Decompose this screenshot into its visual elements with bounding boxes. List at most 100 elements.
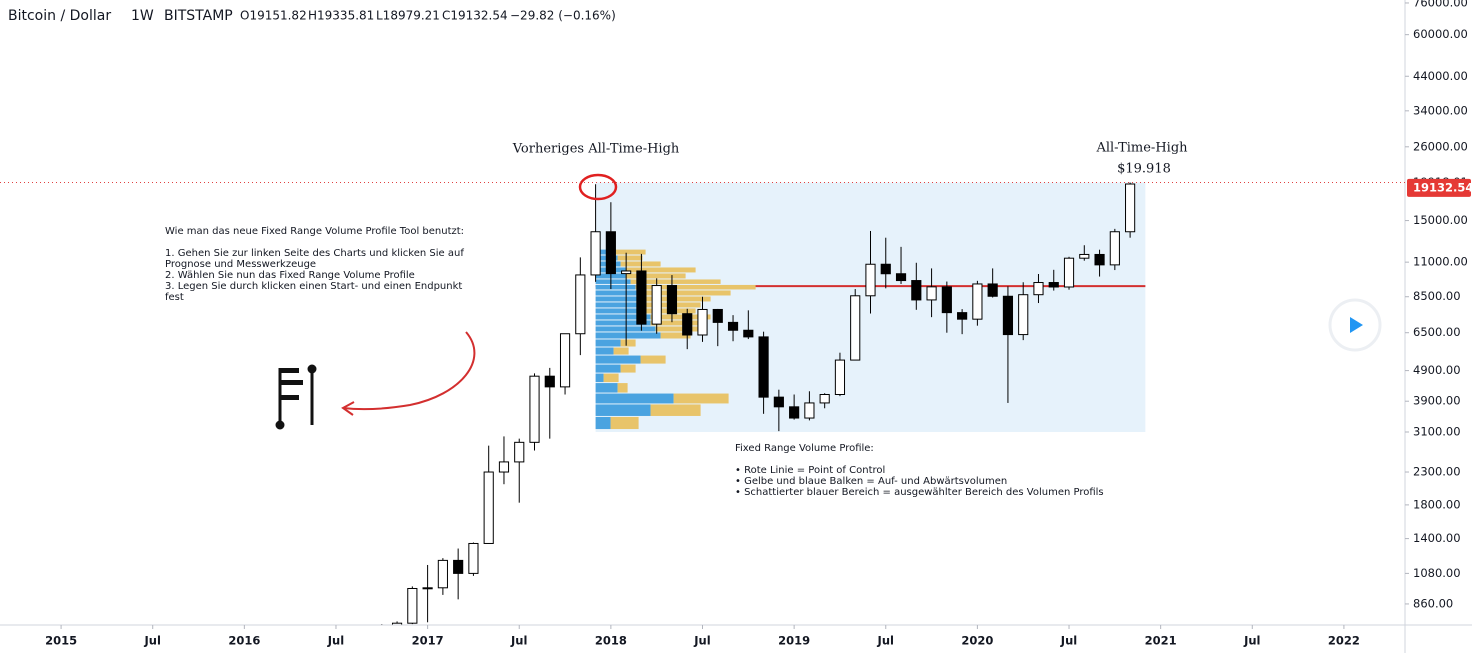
candle-body <box>850 295 861 361</box>
candle-body <box>804 402 815 419</box>
volume-up-bar <box>617 255 643 261</box>
candle-body <box>834 359 846 396</box>
x-tick-label: 2020 <box>961 634 993 648</box>
volume-up-bar <box>625 267 696 273</box>
candle-body <box>987 283 998 297</box>
tool-icon <box>275 364 317 430</box>
candle-body <box>712 308 723 323</box>
candle-body <box>1018 294 1029 336</box>
candle-body <box>651 285 662 325</box>
play-button[interactable] <box>1328 298 1382 352</box>
volume-down-bar <box>595 416 611 430</box>
volume-up-bar <box>613 347 629 355</box>
volume-down-bar <box>595 296 641 302</box>
candle-body <box>422 587 433 590</box>
volume-down-bar <box>595 404 651 416</box>
y-tick-label: 1080.00 <box>1413 566 1461 580</box>
candle-body <box>407 587 418 624</box>
candle-body <box>1033 282 1044 296</box>
volume-down-bar <box>595 373 604 383</box>
x-tick-label: 2017 <box>412 634 444 648</box>
candle-body <box>1048 282 1059 288</box>
volume-up-bar <box>640 355 666 364</box>
x-tick-label: Jul <box>1243 634 1260 648</box>
ath-title: All-Time-High <box>1095 141 1188 156</box>
volume-down-bar <box>595 347 614 355</box>
volume-down-bar <box>595 332 661 339</box>
volume-up-bar <box>620 364 636 373</box>
volume-down-bar <box>595 364 621 373</box>
y-tick-label: 60000.00 <box>1413 27 1468 41</box>
candle-body <box>880 263 891 275</box>
candle-body <box>453 559 464 574</box>
instruction-line: 1. Gehen Sie zur linken Seite des Charts… <box>165 248 464 259</box>
candle-body <box>437 559 448 589</box>
volume-up-bar <box>610 416 639 430</box>
candle-body <box>559 333 571 388</box>
volume-down-bar <box>595 339 621 347</box>
note-line: • Rote Linie = Point of Control <box>735 465 885 476</box>
y-tick-label: 3100.00 <box>1413 424 1461 438</box>
open-value: O19151.82 <box>240 9 307 23</box>
y-tick-label: 34000.00 <box>1413 103 1468 117</box>
volume-down-bar <box>595 279 631 284</box>
candle-body <box>941 286 952 314</box>
y-tick-label: 8500.00 <box>1413 289 1461 303</box>
volume-up-bar <box>650 404 701 416</box>
candle-body <box>758 336 769 398</box>
y-tick-label: 4900.00 <box>1413 363 1461 377</box>
candle-body <box>575 274 586 335</box>
interval: 1W <box>131 8 154 24</box>
volume-down-bar <box>595 284 636 290</box>
volume-up-bar <box>615 249 646 255</box>
volume-up-bar <box>650 320 701 326</box>
arrow <box>342 331 476 411</box>
last-price-label: 19132.54 <box>1413 180 1472 194</box>
x-tick-label: 2021 <box>1145 634 1177 648</box>
instruction-line: Prognose und Messwerkzeuge <box>165 259 316 270</box>
candle-body <box>1109 231 1120 266</box>
y-tick-label: 26000.00 <box>1413 139 1468 153</box>
volume-up-bar <box>620 261 661 267</box>
candle-body <box>727 321 739 331</box>
candle-body <box>529 375 540 443</box>
low-value: L18979.21 <box>376 9 440 23</box>
y-tick-label: 76000.00 <box>1413 0 1468 9</box>
volume-up-bar <box>650 314 711 320</box>
volume-down-bar <box>595 249 616 255</box>
arrow-head <box>341 401 355 416</box>
candle-body <box>666 285 678 315</box>
instruction-line: Wie man das neue Fixed Range Volume Prof… <box>165 226 464 237</box>
candle-body <box>1063 257 1075 288</box>
close-value: C19132.54 <box>442 9 508 23</box>
candle-body <box>1002 295 1014 336</box>
previous-ath-label: Vorheriges All-Time-High <box>512 142 680 157</box>
volume-down-bar <box>595 308 646 314</box>
candle-body <box>682 313 693 336</box>
instruction-line: fest <box>165 292 184 303</box>
y-tick-label: 44000.00 <box>1413 69 1468 83</box>
note-line: Fixed Range Volume Profile: <box>735 443 874 454</box>
exchange: BITSTAMP <box>164 8 233 24</box>
volume-up-bar <box>620 339 636 347</box>
volume-up-bar <box>630 279 721 284</box>
volume-down-bar <box>595 326 656 332</box>
volume-down-bar <box>595 302 646 308</box>
y-tick-label: 1400.00 <box>1413 531 1461 545</box>
volume-up-bar <box>673 393 729 404</box>
volume-up-bar <box>655 326 701 332</box>
note-line: • Schattierter blauer Bereich = ausgewäh… <box>735 487 1104 498</box>
y-tick-label: 15000.00 <box>1413 213 1468 227</box>
x-tick-label: Jul <box>510 634 527 648</box>
candle-body <box>1094 253 1105 266</box>
highlight-circle <box>578 173 618 201</box>
ath-value: $19.918 <box>1117 162 1171 177</box>
instruction-line: 2. Wählen Sie nun das Fixed Range Volume… <box>165 270 415 281</box>
volume-down-bar <box>595 314 651 320</box>
volume-down-bar <box>595 290 641 296</box>
candle-body <box>819 394 830 404</box>
note-line: • Gelbe und blaue Balken = Auf- und Abwä… <box>735 476 1007 487</box>
candle-body <box>605 231 616 275</box>
candle-body <box>972 283 983 320</box>
